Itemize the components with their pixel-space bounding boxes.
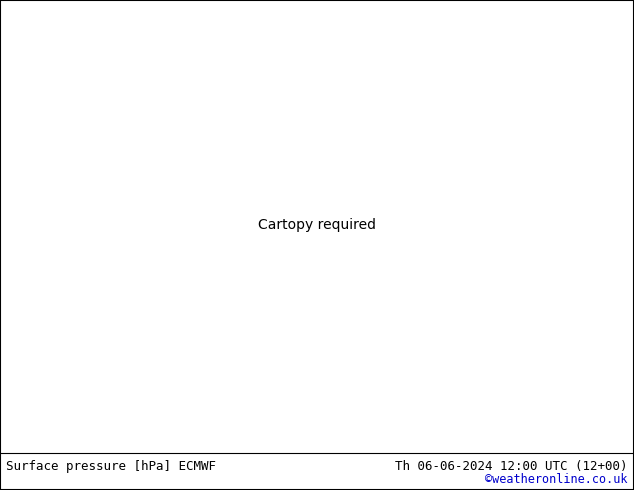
Text: Surface pressure [hPa] ECMWF: Surface pressure [hPa] ECMWF: [6, 460, 216, 473]
Text: Cartopy required: Cartopy required: [258, 218, 376, 232]
Text: ©weatheronline.co.uk: ©weatheronline.co.uk: [485, 473, 628, 486]
Text: Th 06-06-2024 12:00 UTC (12+00): Th 06-06-2024 12:00 UTC (12+00): [395, 460, 628, 473]
